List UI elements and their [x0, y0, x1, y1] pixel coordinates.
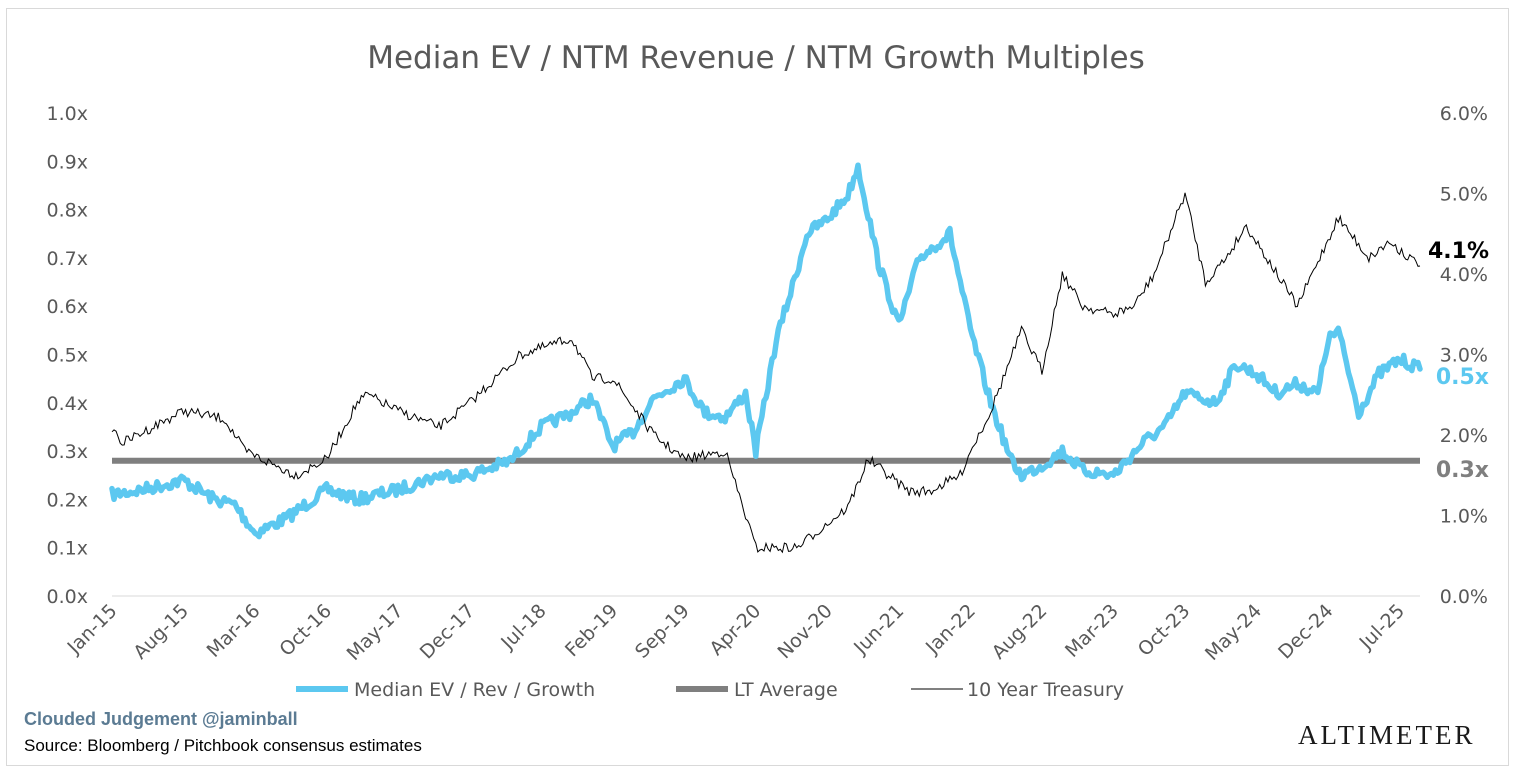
y-right-tick-label: 4.0% — [1440, 264, 1488, 286]
y-left-tick-label: 0.0x — [47, 586, 88, 608]
series-10-year-treasury-line — [111, 192, 1421, 554]
y-right-tick-label: 6.0% — [1440, 103, 1488, 125]
y-left-tick-label: 0.5x — [47, 345, 88, 367]
legend-treasury-label: 10 Year Treasury — [967, 679, 1124, 701]
y-right-tick-label: 0.0% — [1440, 586, 1488, 608]
y-left-tick-label: 0.1x — [47, 538, 88, 560]
x-tick-label: Jul-25 — [1355, 600, 1409, 654]
end-label-lt-average: 0.3x — [1436, 458, 1489, 483]
chart-frame — [6, 8, 1509, 766]
chart-title: Median EV / NTM Revenue / NTM Growth Mul… — [367, 40, 1145, 76]
x-tick-label: Jan-15 — [63, 600, 122, 659]
end-label-treasury: 4.1% — [1428, 239, 1489, 264]
y-left-tick-label: 0.8x — [47, 200, 88, 222]
y-left-tick-label: 0.9x — [47, 151, 88, 173]
x-tick-label: Apr-20 — [705, 600, 765, 660]
end-label-median: 0.5x — [1436, 365, 1489, 390]
y-left-tick-label: 0.7x — [47, 248, 88, 270]
y-left-tick-label: 0.6x — [47, 296, 88, 318]
y-right-tick-label: 1.0% — [1440, 506, 1488, 528]
x-tick-label: Mar-16 — [203, 600, 265, 662]
y-left-tick-label: 1.0x — [47, 103, 88, 125]
x-tick-label: May-17 — [343, 600, 408, 665]
x-tick-label: Oct-23 — [1134, 600, 1195, 661]
x-tick-label: Mar-23 — [1061, 600, 1123, 662]
credit-text: Clouded Judgement @jaminball — [24, 709, 298, 729]
y-right-tick-label: 3.0% — [1440, 345, 1488, 367]
x-tick-label: Nov-20 — [773, 600, 836, 663]
y-right-tick-label: 5.0% — [1440, 184, 1488, 206]
x-tick-label: Dec-17 — [416, 600, 480, 664]
y-left-tick-label: 0.2x — [47, 489, 88, 511]
series-median-ev-rev-growth-line — [109, 162, 1423, 540]
y-right-tick-label: 2.0% — [1440, 425, 1488, 447]
legend-median-label: Median EV / Rev / Growth — [354, 679, 595, 701]
x-tick-label: Jul-18 — [496, 600, 550, 654]
x-tick-label: Dec-24 — [1274, 600, 1338, 664]
legend-lt-average-label: LT Average — [734, 679, 838, 701]
x-tick-label: Aug-15 — [129, 600, 193, 664]
x-tick-label: Feb-19 — [561, 600, 622, 661]
x-tick-label: Sep-19 — [631, 600, 694, 663]
altimeter-logo: ALTIMETER — [1298, 720, 1476, 750]
x-tick-label: Aug-22 — [988, 600, 1052, 664]
y-left-tick-label: 0.3x — [47, 441, 88, 463]
x-tick-label: May-24 — [1201, 600, 1266, 665]
x-tick-label: Oct-16 — [275, 600, 336, 661]
x-tick-label: Jun-21 — [849, 600, 908, 659]
source-text: Source: Bloomberg / Pitchbook consensus … — [24, 736, 422, 755]
x-tick-label: Jan-22 — [921, 600, 980, 659]
y-left-tick-label: 0.4x — [47, 393, 88, 415]
